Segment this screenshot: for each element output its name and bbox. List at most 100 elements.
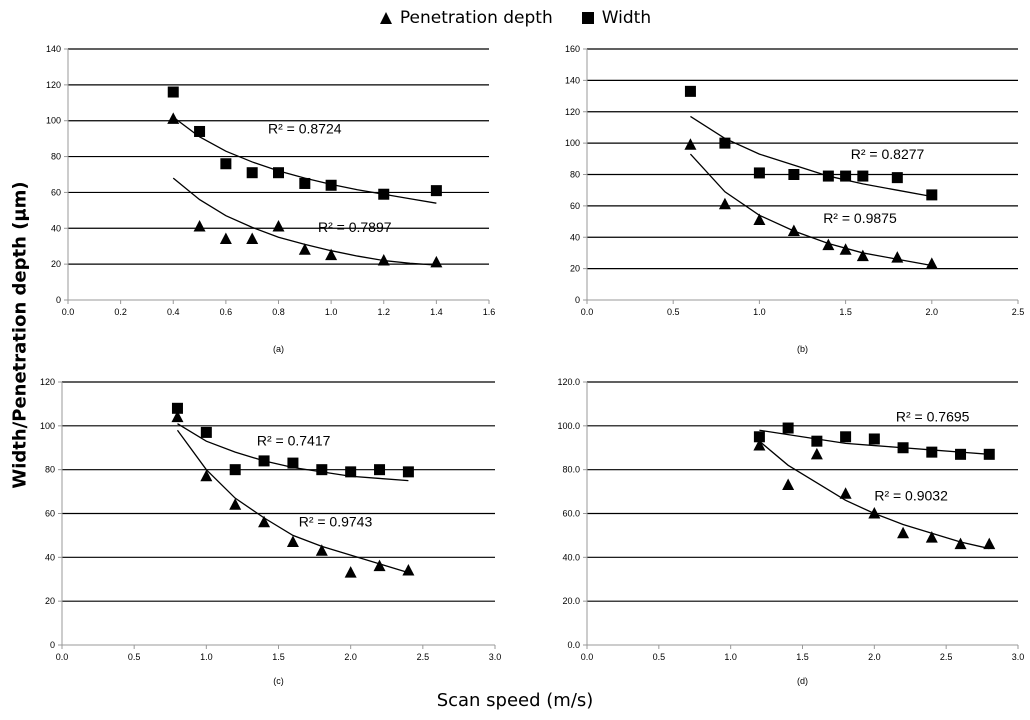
panel-caption: (b) bbox=[797, 344, 808, 354]
y-tick-label: 60 bbox=[570, 201, 580, 211]
y-tick-label: 0 bbox=[50, 640, 55, 650]
x-tick-label: 1.5 bbox=[796, 652, 809, 662]
data-point-square bbox=[983, 448, 995, 460]
data-point-square bbox=[811, 435, 823, 447]
x-tick-label: 0.0 bbox=[56, 652, 69, 662]
data-point-square bbox=[430, 185, 442, 197]
panel-caption: (d) bbox=[797, 676, 808, 686]
data-point-square bbox=[926, 446, 938, 458]
chart-panel: 0.0 20.0 40.0 60.0 80.0 100.0 120.0 0.0 0.5 1.0 1.… bbox=[557, 377, 1024, 686]
y-tick-label: 40 bbox=[45, 552, 55, 562]
triangle-icon bbox=[379, 12, 392, 24]
x-tick-label: 0.5 bbox=[653, 652, 666, 662]
y-tick-label: 40 bbox=[570, 232, 580, 242]
data-point-triangle bbox=[315, 544, 328, 556]
data-point-triangle bbox=[258, 515, 271, 528]
x-tick-label: 0.0 bbox=[581, 307, 594, 317]
data-point-square bbox=[167, 86, 179, 98]
data-point-triangle bbox=[229, 498, 242, 510]
r-squared-label: R² = 0.7897 bbox=[318, 219, 392, 235]
y-tick-label: 120 bbox=[565, 107, 580, 117]
data-point-triangle bbox=[286, 535, 299, 547]
x-tick-label: 1.5 bbox=[839, 307, 852, 317]
data-point-square bbox=[378, 188, 390, 200]
r-squared-label: R² = 0.7695 bbox=[896, 408, 970, 424]
x-tick-label: 0.5 bbox=[667, 307, 680, 317]
data-point-square bbox=[753, 167, 765, 179]
x-tick-label: 2.5 bbox=[940, 652, 953, 662]
data-point-triangle bbox=[171, 410, 184, 423]
data-point-triangle bbox=[246, 232, 259, 245]
r-squared-label: R² = 0.9032 bbox=[874, 487, 948, 503]
data-point-triangle bbox=[925, 531, 938, 543]
data-point-square bbox=[822, 170, 834, 182]
y-tick-label: 80 bbox=[45, 465, 55, 475]
r-squared-label: R² = 0.8724 bbox=[268, 120, 342, 136]
chart-panel: 0 20 40 60 80 100 120 140 160 0.0 0.5 1.0 1.5 2.0 2.5 (… bbox=[565, 44, 1024, 354]
data-point-square bbox=[926, 189, 938, 201]
data-point-square bbox=[788, 169, 800, 180]
x-tick-label: 2.5 bbox=[417, 652, 430, 662]
y-tick-label: 20.0 bbox=[562, 596, 580, 606]
data-point-square bbox=[229, 464, 241, 476]
x-tick-label: 0.6 bbox=[220, 307, 233, 317]
data-point-triangle bbox=[167, 112, 180, 124]
legend-item-width: Width bbox=[581, 8, 651, 28]
x-tick-label: 1.0 bbox=[724, 652, 737, 662]
x-tick-label: 2.5 bbox=[1012, 307, 1025, 317]
chart-panel: 0 20 40 60 80 100 120 0.0 0.5 1.0 1.5 2.0 2.5 3.0 (c) R… bbox=[40, 377, 501, 686]
y-tick-label: 120.0 bbox=[557, 377, 580, 387]
data-point-triangle bbox=[373, 559, 386, 572]
data-point-square bbox=[402, 466, 414, 478]
y-tick-label: 80 bbox=[51, 152, 61, 162]
data-point-square bbox=[753, 431, 765, 443]
data-point-square bbox=[955, 448, 967, 460]
y-tick-label: 20 bbox=[51, 259, 61, 269]
data-point-triangle bbox=[954, 537, 967, 550]
data-point-triangle bbox=[891, 251, 904, 263]
data-point-square bbox=[325, 179, 337, 191]
x-axis-title: Scan speed (m/s) bbox=[436, 690, 594, 711]
data-point-triangle bbox=[839, 243, 852, 255]
y-tick-label: 60 bbox=[51, 187, 61, 197]
data-point-square bbox=[782, 422, 794, 434]
data-point-square bbox=[273, 167, 284, 179]
r-squared-label: R² = 0.7417 bbox=[257, 433, 331, 449]
chart-panel: 0 20 40 60 80 100 120 140 0.0 0.2 0.4 0.6 0.8 1.0 1.2 1… bbox=[46, 44, 495, 354]
trendline bbox=[690, 115, 932, 198]
y-tick-label: 140 bbox=[565, 75, 580, 85]
data-point-triangle bbox=[377, 254, 390, 266]
y-tick-label: 160 bbox=[565, 44, 580, 54]
y-tick-label: 100 bbox=[40, 421, 55, 431]
x-tick-label: 3.0 bbox=[1012, 652, 1025, 662]
y-tick-label: 40.0 bbox=[562, 552, 580, 562]
data-point-triangle bbox=[925, 257, 938, 269]
data-point-triangle bbox=[782, 478, 795, 491]
data-point-triangle bbox=[897, 526, 910, 539]
data-point-triangle bbox=[718, 197, 731, 210]
data-point-square bbox=[194, 125, 206, 137]
y-tick-label: 60.0 bbox=[562, 509, 580, 519]
x-tick-label: 1.4 bbox=[430, 307, 443, 317]
x-tick-label: 1.6 bbox=[483, 307, 496, 317]
y-tick-label: 80.0 bbox=[562, 465, 580, 475]
y-tick-label: 20 bbox=[570, 264, 580, 274]
data-point-triangle bbox=[193, 219, 206, 232]
y-tick-label: 60 bbox=[45, 509, 55, 519]
y-tick-label: 0 bbox=[575, 295, 580, 305]
data-point-triangle bbox=[200, 469, 213, 482]
data-point-triangle bbox=[753, 213, 766, 225]
r-squared-label: R² = 0.8277 bbox=[851, 146, 925, 162]
data-point-square bbox=[200, 426, 212, 438]
data-point-square bbox=[287, 457, 299, 469]
x-tick-label: 2.0 bbox=[868, 652, 881, 662]
data-point-square bbox=[868, 433, 880, 445]
data-point-square bbox=[299, 177, 311, 189]
data-point-triangle bbox=[219, 232, 232, 245]
data-point-triangle bbox=[430, 255, 443, 268]
data-point-triangle bbox=[344, 566, 357, 578]
data-point-square bbox=[840, 170, 852, 182]
x-tick-label: 0.0 bbox=[581, 652, 594, 662]
data-point-square bbox=[719, 137, 731, 149]
trendline bbox=[689, 153, 932, 267]
